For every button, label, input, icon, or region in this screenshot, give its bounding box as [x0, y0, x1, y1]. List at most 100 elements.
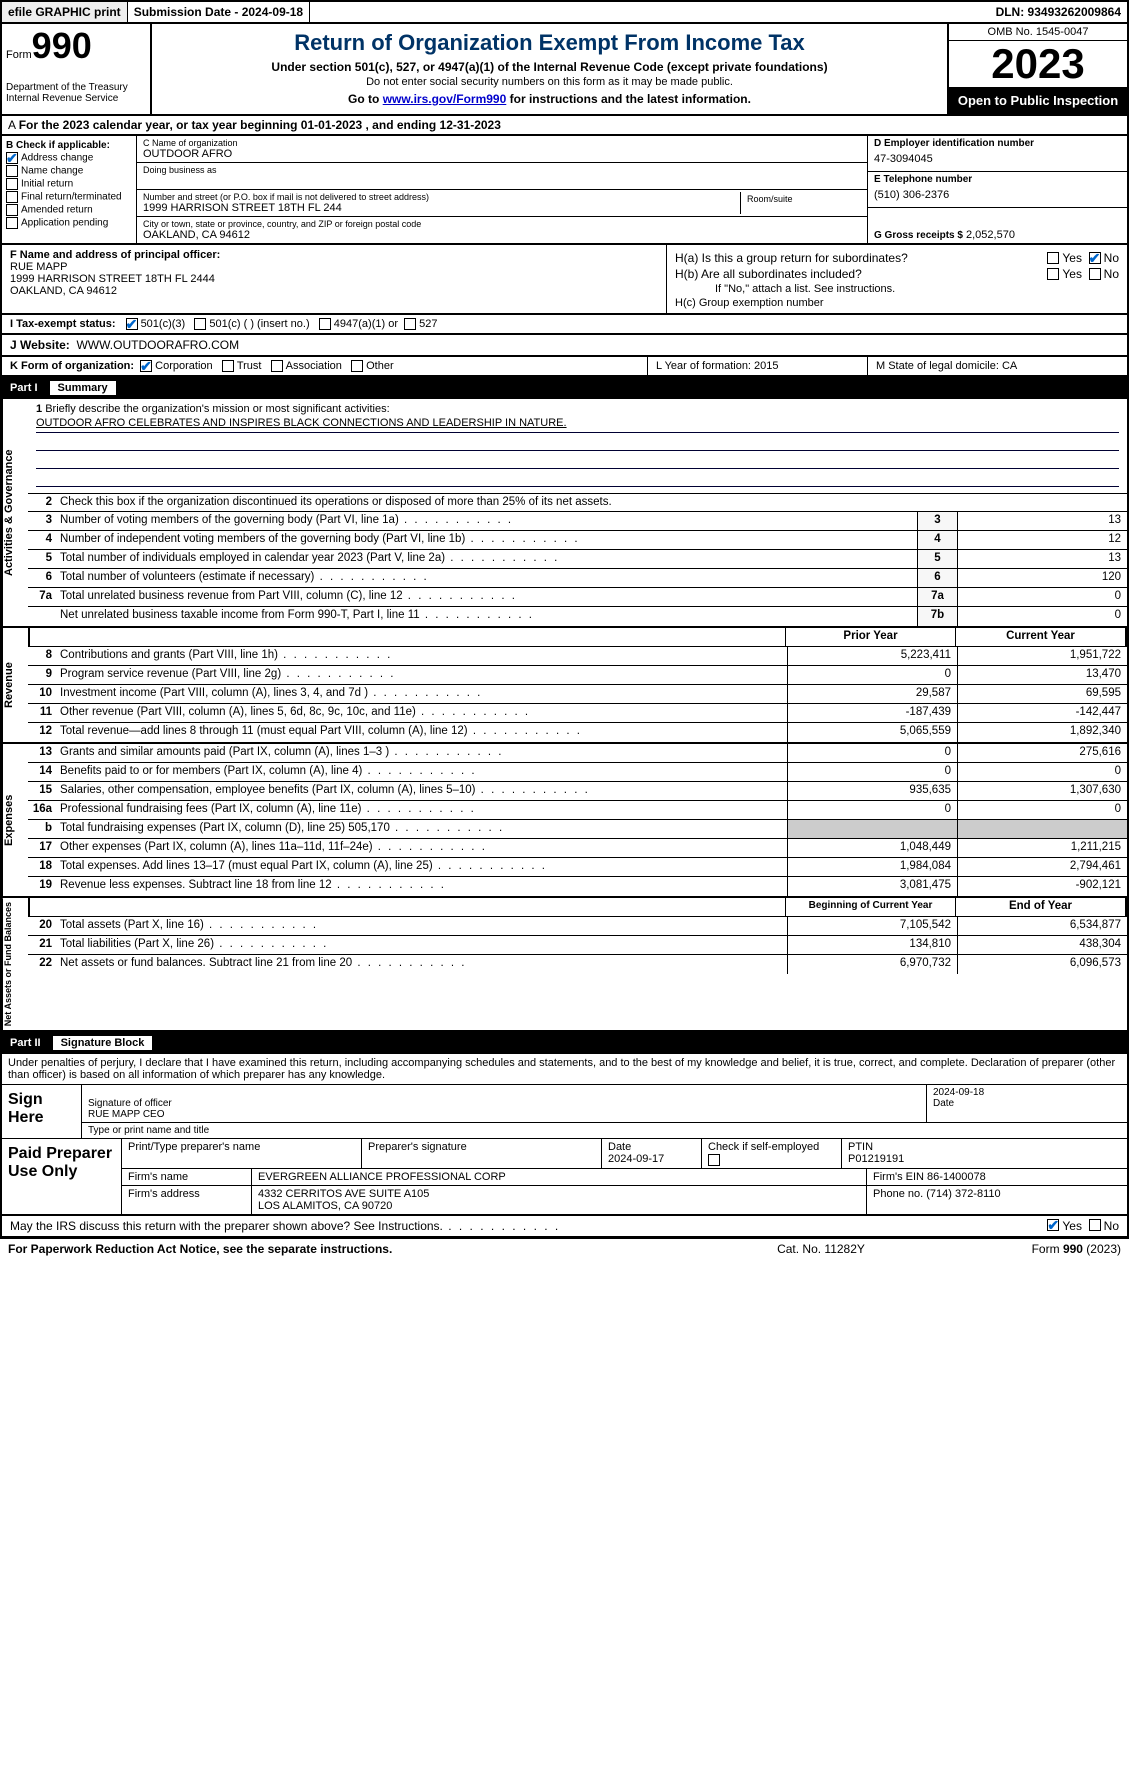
- line17-current: 1,211,215: [957, 839, 1127, 857]
- part2-header: Part II Signature Block: [0, 1032, 1129, 1054]
- hb-yes-cb[interactable]: [1047, 268, 1059, 280]
- state-domicile: M State of legal domicile: CA: [867, 357, 1127, 375]
- line13-prior: 0: [787, 744, 957, 762]
- trust-cb[interactable]: [222, 360, 234, 372]
- 501c3-cb[interactable]: [126, 318, 138, 330]
- vtab-ag: Activities & Governance: [2, 399, 28, 626]
- other-cb[interactable]: [351, 360, 363, 372]
- officer-row: F Name and address of principal officer:…: [0, 245, 1129, 315]
- efile-label[interactable]: efile GRAPHIC print: [2, 2, 128, 22]
- vtab-exp: Expenses: [2, 744, 28, 896]
- line16a-current: 0: [957, 801, 1127, 819]
- identity-block: B Check if applicable: Address change Na…: [0, 136, 1129, 245]
- line18-current: 2,794,461: [957, 858, 1127, 876]
- lineb-prior: [787, 820, 957, 838]
- phone: (510) 306-2376: [874, 185, 1121, 205]
- line8-current: 1,951,722: [957, 647, 1127, 665]
- line3-value: 13: [957, 512, 1127, 530]
- line6-value: 120: [957, 569, 1127, 587]
- pending-cb[interactable]: [6, 217, 18, 229]
- topbar: efile GRAPHIC print Submission Date - 20…: [0, 0, 1129, 24]
- line21-prior: 134,810: [787, 936, 957, 954]
- assoc-cb[interactable]: [271, 360, 283, 372]
- box-b: B Check if applicable: Address change Na…: [2, 136, 137, 243]
- firm-phone: (714) 372-8110: [926, 1188, 1000, 1200]
- box-c: C Name of organization OUTDOOR AFRO Doin…: [137, 136, 867, 243]
- org-name: OUTDOOR AFRO: [143, 148, 861, 160]
- form-subtitle1: Under section 501(c), 527, or 4947(a)(1)…: [162, 60, 937, 74]
- tax-status-row: I Tax-exempt status: 501(c)(3) 501(c) ( …: [0, 315, 1129, 335]
- ha-no-cb[interactable]: [1089, 252, 1101, 264]
- 4947-cb[interactable]: [319, 318, 331, 330]
- line22-prior: 6,970,732: [787, 955, 957, 974]
- hb-no-cb[interactable]: [1089, 268, 1101, 280]
- firm-name: EVERGREEN ALLIANCE PROFESSIONAL CORP: [252, 1169, 867, 1185]
- form-number: 990: [32, 25, 92, 66]
- sig-date: 2024-09-18: [933, 1087, 1121, 1098]
- firm-ein: 86-1400078: [927, 1171, 986, 1183]
- ha-yes-cb[interactable]: [1047, 252, 1059, 264]
- self-employed-cb[interactable]: [708, 1154, 720, 1166]
- mission-block: 1 Briefly describe the organization's mi…: [28, 399, 1127, 493]
- line7b-value: 0: [957, 607, 1127, 626]
- line20-prior: 7,105,542: [787, 917, 957, 935]
- page-footer: For Paperwork Reduction Act Notice, see …: [0, 1238, 1129, 1259]
- form-org-row: K Form of organization: Corporation Trus…: [0, 357, 1129, 377]
- dln: DLN: 93493262009864: [990, 2, 1127, 22]
- line10-current: 69,595: [957, 685, 1127, 703]
- year-formation: L Year of formation: 2015: [647, 357, 867, 375]
- tax-year: 2023: [949, 41, 1127, 87]
- line12-current: 1,892,340: [957, 723, 1127, 742]
- name-change-cb[interactable]: [6, 165, 18, 177]
- line19-current: -902,121: [957, 877, 1127, 896]
- form-label: Form: [6, 49, 32, 61]
- amended-cb[interactable]: [6, 204, 18, 216]
- line15-prior: 935,635: [787, 782, 957, 800]
- 501c-cb[interactable]: [194, 318, 206, 330]
- discuss-no-cb[interactable]: [1089, 1219, 1101, 1231]
- expenses-block: Expenses 13Grants and similar amounts pa…: [0, 744, 1129, 898]
- vtab-na: Net Assets or Fund Balances: [2, 898, 28, 1030]
- sign-here-label: Sign Here: [2, 1085, 82, 1138]
- line13-current: 275,616: [957, 744, 1127, 762]
- line16a-prior: 0: [787, 801, 957, 819]
- 527-cb[interactable]: [404, 318, 416, 330]
- declaration-text: Under penalties of perjury, I declare th…: [2, 1054, 1127, 1084]
- line12-prior: 5,065,559: [787, 723, 957, 742]
- netassets-block: Net Assets or Fund Balances Beginning of…: [0, 898, 1129, 1032]
- line4-value: 12: [957, 531, 1127, 549]
- vtab-rev: Revenue: [2, 628, 28, 742]
- form990-link[interactable]: www.irs.gov/Form990: [383, 92, 507, 106]
- ein: 47-3094045: [874, 149, 1121, 169]
- org-city: OAKLAND, CA 94612: [143, 229, 861, 241]
- initial-cb[interactable]: [6, 178, 18, 190]
- line5-value: 13: [957, 550, 1127, 568]
- line11-prior: -187,439: [787, 704, 957, 722]
- form-subtitle2: Do not enter social security numbers on …: [162, 76, 937, 88]
- col-end-year: End of Year: [955, 898, 1125, 916]
- discuss-yes-cb[interactable]: [1047, 1219, 1059, 1231]
- part1-body: Activities & Governance 1 Briefly descri…: [0, 399, 1129, 628]
- final-cb[interactable]: [6, 191, 18, 203]
- mission-text: OUTDOOR AFRO CELEBRATES AND INSPIRES BLA…: [36, 417, 567, 429]
- line19-prior: 3,081,475: [787, 877, 957, 896]
- col-begin-year: Beginning of Current Year: [785, 898, 955, 916]
- dept-label: Department of the Treasury Internal Reve…: [6, 82, 146, 104]
- form-subtitle3: Go to www.irs.gov/Form990 for instructio…: [162, 92, 937, 106]
- addr-change-cb[interactable]: [6, 152, 18, 164]
- open-public: Open to Public Inspection: [949, 87, 1127, 114]
- prep-date: 2024-09-17: [608, 1153, 664, 1165]
- line9-current: 13,470: [957, 666, 1127, 684]
- line20-current: 6,534,877: [957, 917, 1127, 935]
- line11-current: -142,447: [957, 704, 1127, 722]
- period-line: A For the 2023 calendar year, or tax yea…: [0, 116, 1129, 136]
- paid-preparer-label: Paid Preparer Use Only: [2, 1139, 122, 1213]
- line14-current: 0: [957, 763, 1127, 781]
- lineb-current: [957, 820, 1127, 838]
- line7a-value: 0: [957, 588, 1127, 606]
- gross-receipts: 2,052,570: [966, 229, 1015, 241]
- line21-current: 438,304: [957, 936, 1127, 954]
- corp-cb[interactable]: [140, 360, 152, 372]
- officer-name: RUE MAPP: [10, 261, 658, 273]
- col-current-year: Current Year: [955, 628, 1125, 646]
